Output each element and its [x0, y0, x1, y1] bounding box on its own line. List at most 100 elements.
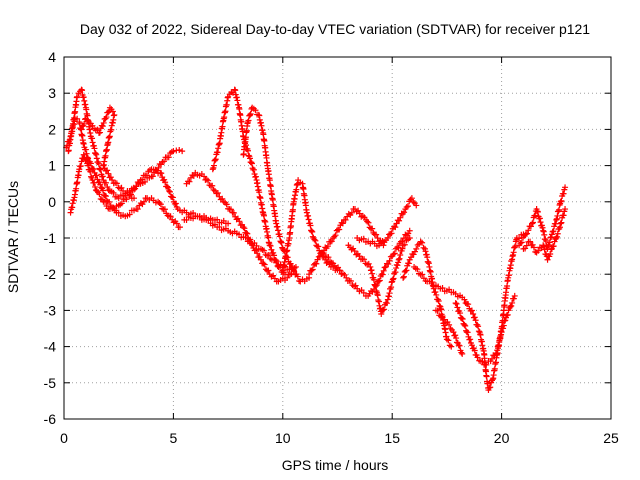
series-sat-p: [452, 292, 518, 368]
data-point: [390, 251, 397, 258]
data-point: [80, 140, 87, 147]
data-point: [242, 234, 249, 241]
data-point: [245, 152, 252, 159]
data-point: [379, 271, 386, 278]
data-point: [124, 189, 131, 196]
data-point: [246, 155, 253, 162]
data-point: [380, 267, 387, 274]
data-point: [557, 220, 564, 227]
data-point: [348, 209, 355, 216]
x-tick-label-5: 25: [603, 430, 619, 446]
data-point: [83, 150, 90, 157]
data-point: [471, 347, 478, 354]
data-point: [558, 219, 565, 226]
data-point: [102, 193, 109, 200]
data-point: [210, 186, 217, 193]
data-point: [236, 218, 243, 225]
data-point: [290, 267, 297, 274]
data-point: [453, 300, 460, 307]
data-point: [104, 167, 111, 174]
data-point: [517, 240, 524, 247]
data-point: [472, 317, 479, 324]
data-point: [342, 216, 349, 223]
data-point: [176, 146, 183, 153]
data-point: [336, 226, 343, 233]
data-point: [110, 189, 117, 196]
series-sat-c: [67, 151, 232, 227]
data-point: [74, 115, 81, 122]
data-point: [527, 238, 534, 245]
data-point: [95, 160, 102, 167]
data-point: [219, 195, 226, 202]
series-sat-r: [516, 184, 569, 252]
data-point: [339, 220, 346, 227]
data-point: [100, 187, 107, 194]
data-point: [399, 245, 406, 252]
y-tick-label-5: -1: [44, 230, 57, 246]
data-point: [252, 173, 259, 180]
data-point: [557, 198, 564, 205]
data-point: [534, 208, 541, 215]
data-point: [166, 187, 173, 194]
data-point: [356, 253, 363, 260]
data-point: [529, 219, 536, 226]
data-point: [458, 349, 465, 356]
data-point: [408, 195, 415, 202]
data-point: [356, 210, 363, 217]
data-point: [511, 292, 518, 299]
data-point: [265, 252, 272, 259]
data-point: [267, 242, 274, 249]
data-point: [97, 166, 104, 173]
data-point: [315, 243, 322, 250]
data-point: [562, 184, 569, 191]
data-point: [96, 165, 103, 172]
data-point: [400, 273, 407, 280]
data-point: [560, 212, 567, 219]
data-point: [392, 224, 399, 231]
data-point: [91, 179, 98, 186]
data-point: [537, 219, 544, 226]
data-point: [158, 170, 165, 177]
data-point: [471, 314, 478, 321]
data-point: [271, 256, 278, 263]
data-point: [223, 201, 230, 208]
series-sat-j: [306, 206, 387, 278]
y-tick-label-7: 1: [48, 158, 56, 174]
data-point: [461, 296, 468, 303]
data-point: [203, 176, 210, 183]
data-point: [343, 274, 350, 281]
data-point: [403, 204, 410, 211]
data-point: [365, 260, 372, 267]
data-point: [183, 216, 190, 223]
data-point: [139, 176, 146, 183]
data-point: [413, 245, 420, 252]
data-point: [309, 266, 316, 273]
data-point: [97, 181, 104, 188]
data-point: [115, 209, 122, 216]
data-point: [544, 256, 551, 263]
data-point: [468, 307, 475, 314]
data-point: [394, 262, 401, 269]
data-point: [530, 244, 537, 251]
data-point: [396, 217, 403, 224]
data-point: [248, 160, 255, 167]
data-point: [78, 158, 85, 165]
data-point: [186, 178, 193, 185]
data-point: [560, 190, 567, 197]
data-point: [87, 173, 94, 180]
data-point: [470, 311, 477, 318]
data-point: [214, 189, 221, 196]
y-tick-label-0: -6: [44, 411, 57, 427]
data-point: [360, 235, 367, 242]
data-point: [164, 212, 171, 219]
data-point: [446, 342, 453, 349]
data-point: [161, 158, 168, 165]
data-point: [539, 224, 546, 231]
data-point: [77, 162, 84, 169]
data-point: [465, 301, 472, 308]
data-point: [128, 191, 135, 198]
data-point: [405, 260, 412, 267]
data-point: [395, 256, 402, 263]
data-point: [173, 220, 180, 227]
y-tick-label-8: 2: [48, 121, 56, 137]
